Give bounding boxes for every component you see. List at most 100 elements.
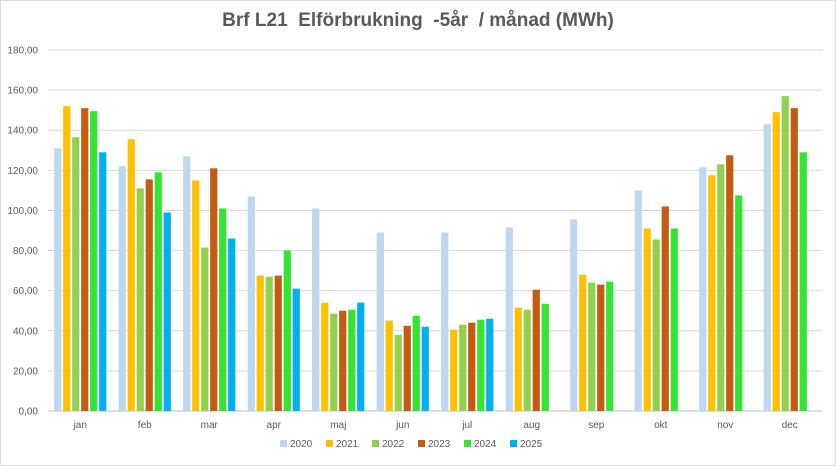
legend-swatch-2022 bbox=[372, 440, 379, 447]
bar-2025-jan bbox=[99, 152, 107, 412]
bar-2021-okt bbox=[643, 228, 651, 411]
bar-2024-feb bbox=[154, 172, 162, 411]
bar-2023-nov bbox=[726, 155, 734, 411]
y-tick-label: 160,00 bbox=[7, 86, 38, 97]
y-tick-label: 40,00 bbox=[13, 326, 38, 337]
bar-2024-jan bbox=[90, 111, 98, 412]
y-tick-label: 0,00 bbox=[19, 407, 39, 418]
bar-2020-dec bbox=[763, 124, 771, 411]
bar-2023-maj bbox=[339, 310, 347, 411]
x-tick-label: mar bbox=[201, 420, 219, 431]
bar-2021-jan bbox=[63, 106, 71, 412]
bar-2023-jan bbox=[81, 108, 89, 412]
bar-2021-nov bbox=[708, 175, 716, 411]
x-tick-label: apr bbox=[267, 420, 282, 431]
bar-2024-nov bbox=[735, 195, 743, 411]
bar-2022-mar bbox=[201, 247, 209, 411]
bar-2020-apr bbox=[247, 196, 255, 411]
legend-label-2020: 2020 bbox=[290, 439, 313, 450]
bar-2020-jan bbox=[54, 148, 62, 411]
bar-2023-sep bbox=[597, 284, 605, 411]
bar-2024-aug bbox=[541, 303, 549, 411]
legend-label-2025: 2025 bbox=[520, 439, 543, 450]
y-tick-label: 80,00 bbox=[13, 246, 38, 257]
bar-2020-jun bbox=[376, 232, 384, 411]
bar-2020-mar bbox=[183, 156, 191, 411]
bar-2021-apr bbox=[256, 275, 264, 411]
bar-2025-maj bbox=[357, 302, 365, 411]
legend-label-2023: 2023 bbox=[428, 439, 451, 450]
legend-label-2024: 2024 bbox=[474, 439, 497, 450]
bar-2024-jun bbox=[412, 315, 420, 411]
bar-2021-sep bbox=[579, 274, 587, 411]
bar-2023-okt bbox=[661, 206, 669, 411]
bar-2021-maj bbox=[321, 302, 329, 411]
bar-2024-mar bbox=[219, 208, 227, 411]
x-tick-label: nov bbox=[717, 420, 733, 431]
y-tick-label: 120,00 bbox=[7, 166, 38, 177]
y-tick-label: 140,00 bbox=[7, 126, 38, 137]
legend-label-2022: 2022 bbox=[382, 439, 405, 450]
x-tick-label: aug bbox=[523, 420, 540, 431]
bar-2024-jul bbox=[477, 319, 485, 411]
bar-2022-sep bbox=[588, 282, 596, 411]
y-tick-label: 100,00 bbox=[7, 206, 38, 217]
x-tick-label: jun bbox=[395, 420, 409, 431]
bar-2024-sep bbox=[606, 281, 614, 411]
bar-2025-jun bbox=[421, 326, 429, 411]
bar-2020-jul bbox=[441, 232, 449, 411]
bar-2024-dec bbox=[799, 152, 807, 412]
legend-swatch-2023 bbox=[418, 440, 425, 447]
x-tick-label: sep bbox=[588, 420, 605, 431]
bar-2022-feb bbox=[136, 188, 144, 411]
bar-2020-aug bbox=[505, 227, 513, 411]
bar-2022-dec bbox=[781, 96, 789, 411]
legend-swatch-2021 bbox=[326, 440, 333, 447]
legend-swatch-2024 bbox=[464, 440, 471, 447]
x-tick-label: feb bbox=[138, 420, 152, 431]
bar-2020-okt bbox=[634, 190, 642, 411]
bar-2023-mar bbox=[210, 168, 218, 411]
y-tick-label: 20,00 bbox=[13, 366, 38, 377]
bar-2024-maj bbox=[348, 309, 356, 411]
bar-2022-jun bbox=[394, 334, 402, 411]
bar-2021-mar bbox=[192, 180, 200, 411]
bar-2020-sep bbox=[570, 219, 578, 411]
bar-2021-aug bbox=[514, 307, 522, 411]
x-tick-label: jan bbox=[73, 420, 87, 431]
legend-swatch-2025 bbox=[510, 440, 517, 447]
bar-2020-maj bbox=[312, 208, 320, 411]
bar-2021-dec bbox=[772, 112, 780, 411]
bar-2020-nov bbox=[699, 167, 707, 411]
bar-2025-jul bbox=[486, 318, 494, 411]
bar-2025-feb bbox=[163, 212, 171, 411]
bar-2022-jul bbox=[459, 324, 467, 411]
bar-2025-mar bbox=[228, 238, 236, 411]
bar-2023-jul bbox=[468, 322, 476, 411]
bar-2022-nov bbox=[717, 164, 725, 411]
bar-2021-feb bbox=[127, 139, 135, 411]
bar-2023-jun bbox=[403, 325, 411, 411]
x-tick-label: maj bbox=[330, 420, 346, 431]
bar-2022-maj bbox=[330, 313, 338, 411]
legend-label-2021: 2021 bbox=[336, 439, 359, 450]
bar-2023-apr bbox=[274, 275, 282, 411]
bar-2022-okt bbox=[652, 239, 660, 411]
chart-title: Brf L21 Elförbrukning -5år / månad (MWh) bbox=[222, 10, 614, 31]
bar-2021-jul bbox=[450, 329, 458, 411]
bar-2024-okt bbox=[670, 228, 678, 411]
bar-2022-apr bbox=[265, 276, 273, 411]
bar-2025-apr bbox=[292, 288, 300, 411]
bar-2024-apr bbox=[283, 250, 291, 411]
y-tick-label: 60,00 bbox=[13, 286, 38, 297]
bar-2023-feb bbox=[145, 179, 153, 411]
x-tick-label: okt bbox=[654, 420, 668, 431]
y-tick-label: 180,00 bbox=[7, 46, 38, 57]
bar-2023-aug bbox=[532, 289, 540, 411]
bar-2021-jun bbox=[385, 320, 393, 411]
x-tick-label: dec bbox=[782, 420, 798, 431]
bar-2020-feb bbox=[118, 166, 126, 411]
bar-2022-jan bbox=[72, 137, 80, 411]
bar-2023-dec bbox=[790, 108, 798, 412]
